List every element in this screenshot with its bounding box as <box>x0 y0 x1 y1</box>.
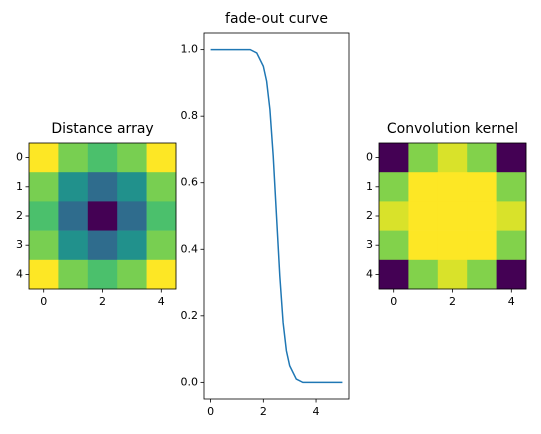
y-tick-label: 4 <box>16 267 23 280</box>
heatmap-cell <box>87 201 118 231</box>
heatmap-cell <box>408 230 439 261</box>
y-tick-label: 0 <box>16 151 23 164</box>
heatmap-cell <box>467 143 497 173</box>
heatmap-cell <box>146 143 177 173</box>
heatmap-cell <box>29 172 59 202</box>
heatmap-cell <box>87 172 118 202</box>
heatmap-cell <box>408 259 439 290</box>
heatmap-cell <box>437 143 468 173</box>
heatmap-cell <box>437 230 468 261</box>
line <box>210 48 343 384</box>
heatmap-cell <box>467 259 497 290</box>
heatmap-cell <box>117 172 147 202</box>
heatmap-cell <box>117 259 147 290</box>
heatmap-cell <box>379 259 409 290</box>
heatmap-cell <box>29 201 59 231</box>
heatmap-cell <box>467 201 497 231</box>
heatmap-cell <box>29 143 59 173</box>
x-tick-label: 4 <box>158 295 165 308</box>
x-tick-label: 0 <box>390 295 397 308</box>
heatmap-cell <box>496 230 527 261</box>
x-tick-label: 0 <box>40 295 47 308</box>
heatmap-cell <box>58 259 89 290</box>
heatmap-cell <box>29 230 59 261</box>
heatmap-cell <box>496 201 527 231</box>
heatmap-cell <box>408 143 439 173</box>
heatmap-cell <box>117 201 147 231</box>
heatmap-cell <box>146 259 177 290</box>
y-tick-label: 0.2 <box>181 309 199 322</box>
y-tick-label: 2 <box>366 209 373 222</box>
heatmap-cell <box>87 259 118 290</box>
heatmap-cell <box>87 230 118 261</box>
heatmap-cell <box>437 201 468 231</box>
x-tick-label: 2 <box>99 295 106 308</box>
heatmap-cell <box>58 230 89 261</box>
heatmap-cell <box>467 230 497 261</box>
y-tick-label: 0.0 <box>181 375 199 388</box>
heatmap-cell <box>496 172 527 202</box>
heatmap-cell <box>29 259 59 290</box>
heatmap-cell <box>146 230 177 261</box>
heatmap-cell <box>437 259 468 290</box>
x-tick-label: 2 <box>260 405 267 418</box>
chart-title: Distance array <box>51 121 153 137</box>
heatmap-cell <box>58 143 89 173</box>
y-tick-label: 0.6 <box>181 176 199 189</box>
heatmap-cell <box>117 143 147 173</box>
heatmap-cell <box>58 201 89 231</box>
y-tick-label: 0.4 <box>181 242 199 255</box>
heatmap-cell <box>117 230 147 261</box>
y-tick-label: 2 <box>16 209 23 222</box>
y-tick-label: 1.0 <box>181 43 199 56</box>
y-tick-label: 4 <box>366 267 373 280</box>
y-tick-label: 1 <box>16 180 23 193</box>
heatmap-cell <box>146 201 177 231</box>
y-tick-label: 0.8 <box>181 109 199 122</box>
heatmap-cell <box>146 172 177 202</box>
heatmap-cell <box>379 172 409 202</box>
chart-title: fade-out curve <box>225 11 328 27</box>
x-tick-label: 4 <box>313 405 320 418</box>
x-tick-label: 0 <box>207 405 214 418</box>
chart-title: Convolution kernel <box>387 121 518 137</box>
heatmap-cell <box>467 172 497 202</box>
heatmap-cell <box>496 143 527 173</box>
y-tick-label: 1 <box>366 180 373 193</box>
heatmap-cell <box>379 201 409 231</box>
heatmap-cell <box>496 259 527 290</box>
y-tick-label: 3 <box>16 238 23 251</box>
heatmap-cell <box>408 172 439 202</box>
heatmap-cell <box>58 172 89 202</box>
y-tick-label: 3 <box>366 238 373 251</box>
heatmap-cell <box>87 143 118 173</box>
y-tick-label: 0 <box>366 151 373 164</box>
heatmap-cell <box>379 143 409 173</box>
heatmap-cell <box>379 230 409 261</box>
x-tick-label: 2 <box>449 295 456 308</box>
x-tick-label: 4 <box>508 295 515 308</box>
heatmap-cell <box>408 201 439 231</box>
axes-frame <box>203 32 350 400</box>
heatmap-cell <box>437 172 468 202</box>
